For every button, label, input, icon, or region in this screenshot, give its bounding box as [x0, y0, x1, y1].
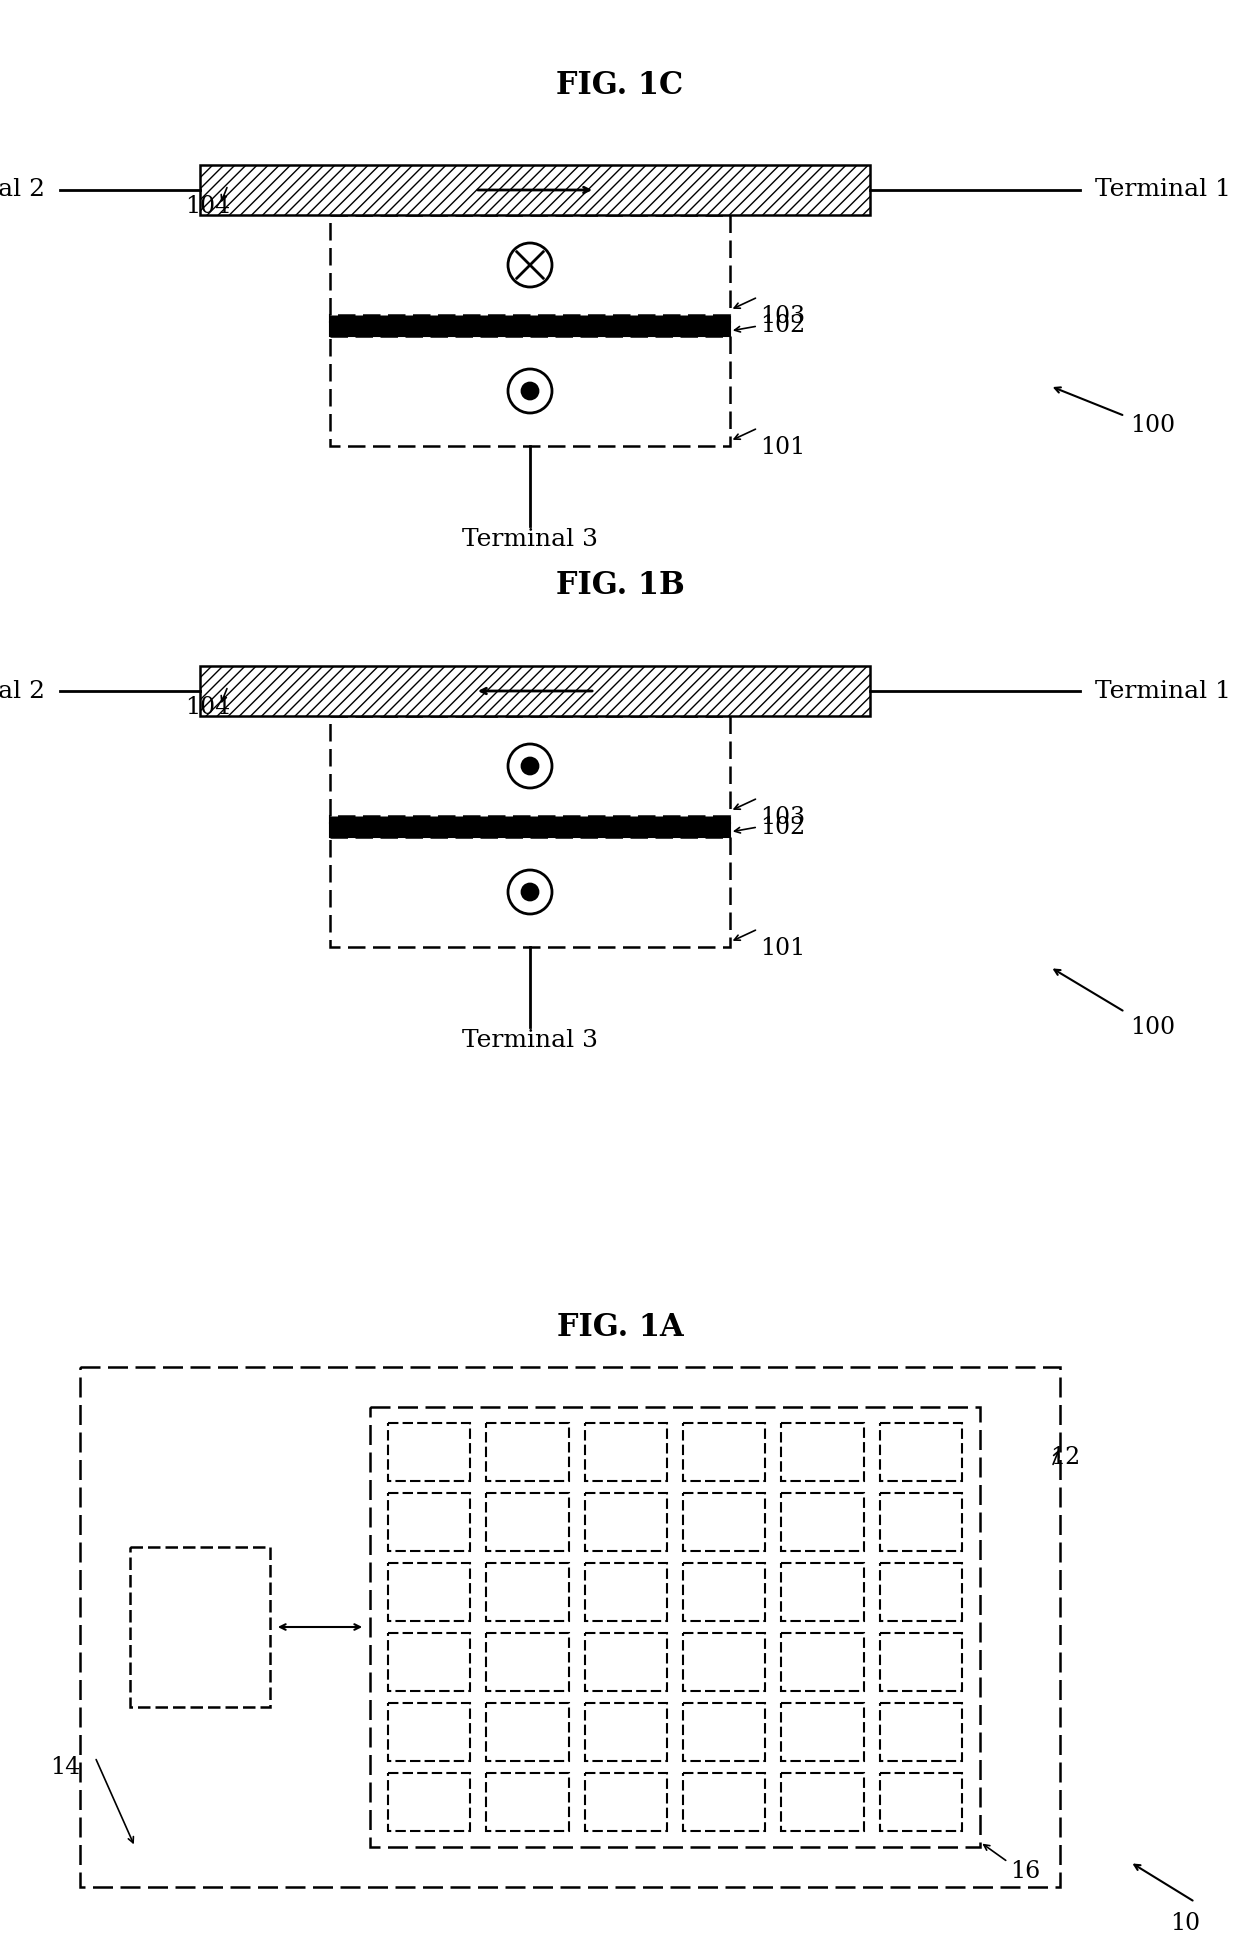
Text: 102: 102 — [760, 315, 805, 337]
Text: 103: 103 — [760, 806, 805, 829]
Text: Terminal 2: Terminal 2 — [0, 680, 45, 703]
Bar — [781, 1772, 864, 1832]
Bar — [330, 214, 730, 315]
Text: Terminal 3: Terminal 3 — [463, 528, 598, 551]
Bar — [486, 1563, 569, 1622]
Bar — [388, 1702, 470, 1762]
Bar — [486, 1772, 569, 1832]
Bar — [584, 1702, 667, 1762]
Bar — [388, 1634, 470, 1692]
Bar — [200, 666, 870, 716]
Bar — [584, 1423, 667, 1482]
Text: Terminal 2: Terminal 2 — [0, 179, 45, 201]
Text: Terminal 1: Terminal 1 — [1095, 179, 1231, 201]
Text: Terminal 1: Terminal 1 — [1095, 680, 1231, 703]
Bar — [486, 1702, 569, 1762]
Text: 100: 100 — [1130, 1016, 1176, 1038]
Text: 103: 103 — [760, 306, 805, 327]
Text: 14: 14 — [50, 1756, 81, 1778]
Circle shape — [522, 884, 538, 900]
Bar — [879, 1423, 962, 1482]
Bar — [330, 824, 730, 837]
Text: 10: 10 — [1169, 1912, 1200, 1935]
Bar — [584, 1563, 667, 1622]
Bar — [486, 1423, 569, 1482]
Bar — [879, 1493, 962, 1552]
Bar — [370, 1408, 980, 1848]
Bar — [330, 837, 730, 946]
Bar — [330, 716, 730, 816]
Bar — [330, 315, 730, 321]
Bar — [486, 1634, 569, 1692]
Bar — [330, 321, 730, 337]
Bar — [388, 1423, 470, 1482]
Bar — [781, 1702, 864, 1762]
Text: 101: 101 — [760, 937, 805, 960]
Bar — [486, 1493, 569, 1552]
Bar — [879, 1563, 962, 1622]
Bar — [330, 337, 730, 446]
Bar — [388, 1772, 470, 1832]
Bar — [683, 1772, 765, 1832]
Bar — [584, 1772, 667, 1832]
Bar — [781, 1423, 864, 1482]
Bar — [200, 165, 870, 214]
Text: 12: 12 — [1050, 1445, 1080, 1468]
Bar — [584, 1493, 667, 1552]
Text: 104: 104 — [185, 695, 229, 718]
Text: 100: 100 — [1130, 415, 1176, 438]
Text: FIG. 1C: FIG. 1C — [557, 70, 683, 101]
Bar — [330, 816, 730, 824]
Text: 16: 16 — [1011, 1861, 1040, 1883]
Bar — [879, 1772, 962, 1832]
Bar — [683, 1634, 765, 1692]
Bar — [130, 1548, 270, 1708]
Bar — [584, 1634, 667, 1692]
Bar — [781, 1493, 864, 1552]
Bar — [879, 1634, 962, 1692]
Bar — [683, 1423, 765, 1482]
Text: 101: 101 — [760, 436, 805, 459]
Circle shape — [522, 384, 538, 399]
Text: Terminal 3: Terminal 3 — [463, 1030, 598, 1051]
Bar — [781, 1563, 864, 1622]
Text: FIG. 1B: FIG. 1B — [556, 570, 684, 602]
Bar — [81, 1367, 1060, 1887]
Text: FIG. 1A: FIG. 1A — [557, 1312, 683, 1343]
Bar — [879, 1702, 962, 1762]
Circle shape — [522, 757, 538, 775]
Bar — [683, 1563, 765, 1622]
Text: 102: 102 — [760, 816, 805, 839]
Text: 104: 104 — [185, 195, 229, 218]
Bar — [683, 1493, 765, 1552]
Bar — [781, 1634, 864, 1692]
Bar — [388, 1563, 470, 1622]
Bar — [683, 1702, 765, 1762]
Bar — [388, 1493, 470, 1552]
